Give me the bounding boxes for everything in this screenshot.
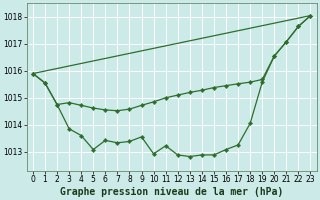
X-axis label: Graphe pression niveau de la mer (hPa): Graphe pression niveau de la mer (hPa) (60, 186, 283, 197)
